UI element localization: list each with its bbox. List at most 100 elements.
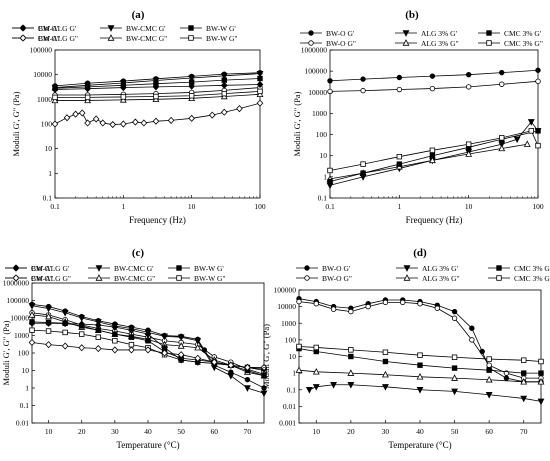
- legend-marker: [486, 40, 492, 46]
- legend-label: CM G": [31, 274, 53, 283]
- series-bw-w-g-loss: [52, 88, 263, 101]
- legend-marker: [188, 35, 194, 41]
- data-point: [128, 346, 135, 354]
- data-point: [78, 109, 86, 117]
- data-point: [45, 319, 52, 327]
- legend-marker: [12, 274, 20, 282]
- data-point: [256, 70, 264, 78]
- legend-label: CM G": [38, 34, 60, 43]
- series-alg-3pct-g-loss: [326, 140, 531, 182]
- x-tick-label: 10: [465, 202, 473, 211]
- data-point: [144, 346, 152, 354]
- y-tick-label: 1: [292, 369, 296, 378]
- legend-label: CM G': [38, 24, 59, 33]
- legend-label: CMC 3% G": [504, 39, 543, 48]
- series-bw-o-g-loss: [296, 298, 544, 381]
- data-point: [469, 337, 475, 343]
- data-point: [538, 370, 544, 376]
- data-point: [95, 334, 101, 340]
- panel-label: (a): [132, 9, 145, 21]
- legend-label: BW-O G': [326, 29, 355, 38]
- series-cm-g-storage: [51, 80, 264, 94]
- data-point: [256, 80, 264, 89]
- data-point: [537, 398, 545, 406]
- legend-item-cm-g-loss: CM G": [5, 274, 53, 283]
- x-tick-label: 50: [451, 427, 459, 436]
- legend-label: BW-ALG G": [31, 274, 71, 283]
- data-point: [153, 93, 159, 100]
- data-point: [521, 370, 527, 376]
- legend-label: BW-O G': [322, 264, 351, 273]
- data-point: [296, 298, 302, 305]
- data-point: [109, 120, 117, 129]
- data-point: [256, 99, 264, 107]
- data-point: [92, 115, 100, 123]
- data-point: [188, 93, 195, 99]
- data-point: [416, 372, 424, 380]
- legend-marker: [107, 34, 115, 41]
- legend-marker: [403, 274, 411, 281]
- data-point: [428, 156, 436, 164]
- legend-label: BW-W G': [206, 24, 236, 33]
- legend-item-alg-3pct-g-loss: ALG 3% G": [396, 274, 460, 283]
- panel-b: (b) BW-O G'BW-O G" ALG 3% G'ALG 3% G" CMC 3…: [292, 9, 544, 225]
- data-point: [188, 114, 195, 122]
- x-tick-label: 10: [313, 427, 321, 436]
- data-point: [257, 88, 263, 95]
- x-tick-label: 0.1: [50, 202, 60, 211]
- data-point: [120, 94, 127, 100]
- y-axis-label: Moduli G', G" (Pa): [11, 91, 21, 156]
- data-point: [220, 73, 228, 80]
- legend-label: BW-ALG G': [38, 24, 77, 33]
- legend-label: ALG 3% G": [422, 274, 460, 283]
- data-point: [498, 144, 506, 152]
- data-point: [327, 167, 333, 174]
- data-point: [84, 119, 91, 127]
- data-point: [451, 308, 458, 315]
- data-point: [360, 87, 366, 94]
- data-point: [78, 320, 86, 328]
- x-tick-label: 70: [244, 427, 252, 436]
- data-point: [51, 85, 59, 94]
- y-tick-label: 1000: [14, 331, 29, 340]
- legend-item-bw-w-g-loss: BW-W G": [180, 34, 237, 43]
- data-point: [429, 85, 436, 92]
- data-point: [360, 170, 366, 176]
- legend-item-alg-3pct-g-loss: ALG 3% G": [395, 39, 459, 48]
- data-point: [61, 342, 69, 350]
- data-point: [520, 377, 528, 385]
- data-point: [451, 315, 458, 321]
- data-point: [61, 319, 69, 328]
- data-point: [327, 78, 333, 84]
- data-point: [535, 78, 541, 85]
- legend-item-bw-o-g-storage: BW-O G': [300, 29, 355, 38]
- legend-label: BW-CMC G": [114, 274, 155, 283]
- y-tick-label: 100: [18, 349, 30, 358]
- x-axis-label: Temperature (°C): [116, 440, 179, 450]
- data-point: [296, 343, 302, 350]
- data-point: [84, 94, 91, 101]
- panel-label: (c): [132, 247, 145, 259]
- data-point: [417, 300, 423, 307]
- y-tick-label: 10: [22, 366, 30, 375]
- series-cmc-3pct-g-loss: [327, 128, 541, 174]
- legend-item-bw-o-g-loss: BW-O G": [300, 39, 356, 48]
- data-point: [99, 119, 107, 127]
- x-tick-label: 30: [111, 427, 119, 436]
- legend-item-cmc-3pct-g-storage: CMC 3% G': [478, 29, 542, 38]
- data-point: [95, 327, 101, 333]
- data-point: [513, 136, 521, 144]
- y-axis-label: Moduli G', G" (Pa): [1, 320, 11, 385]
- data-point: [260, 390, 268, 398]
- data-point: [312, 367, 320, 375]
- series-cm-g-loss: [28, 338, 268, 371]
- legend-item-alg-3pct-g-storage: ALG 3% G': [396, 264, 459, 273]
- data-point: [465, 84, 472, 90]
- data-point: [177, 342, 185, 349]
- data-point: [227, 361, 235, 369]
- legend-label: ALG 3% G': [421, 29, 458, 38]
- data-point: [51, 120, 59, 128]
- legend-label: ALG 3% G': [422, 264, 459, 273]
- legend-label: BW-CMC G': [114, 264, 154, 273]
